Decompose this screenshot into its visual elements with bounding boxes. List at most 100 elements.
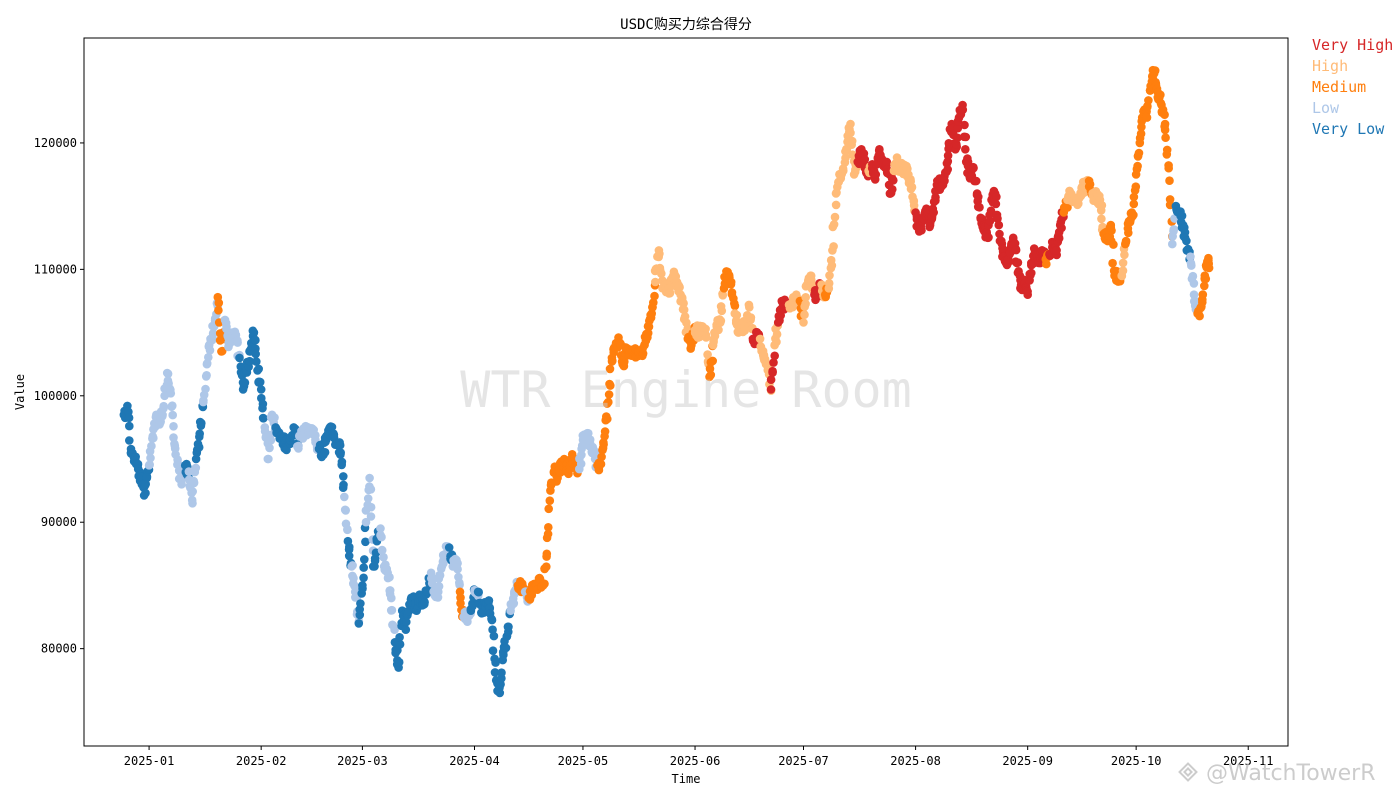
x-tick-label-2025-08: 2025-08 (890, 754, 941, 768)
data-point-marker (1142, 113, 1152, 122)
data-point-marker (841, 153, 850, 163)
data-point-marker (141, 488, 150, 498)
data-point-marker (251, 357, 261, 366)
data-point-marker (991, 199, 1001, 209)
data-point-marker (235, 353, 244, 363)
data-point-2025-07-14 (846, 119, 859, 166)
data-point-marker (860, 155, 870, 164)
data-point-marker (468, 601, 477, 611)
data-point-marker (146, 453, 155, 463)
data-point-marker (487, 614, 496, 624)
watermark-text: WTR Engine Room (460, 361, 912, 419)
x-tick-label-2025-04: 2025-04 (449, 754, 500, 768)
data-point-2025-01-30 (249, 328, 261, 366)
data-point-marker (1204, 253, 1213, 263)
data-point-marker (455, 578, 464, 587)
data-point-2025-07-03 (806, 271, 819, 294)
data-point-marker (1201, 274, 1211, 284)
data-point-marker (356, 599, 365, 608)
data-point-marker (341, 506, 351, 515)
data-point-2025-09-09 (1052, 227, 1064, 255)
data-point-2025-06-23 (770, 321, 782, 350)
credit-text: @WatchTowerR (1206, 761, 1376, 786)
data-point-2025-03-08 (383, 568, 395, 599)
data-point-marker (233, 336, 242, 345)
data-point-marker (1134, 148, 1144, 158)
data-point-marker (907, 182, 917, 192)
data-point-marker (194, 443, 204, 452)
data-point-2025-10-02 (1135, 113, 1147, 148)
data-point-marker (1150, 66, 1160, 75)
data-point-2025-07-09 (828, 200, 841, 255)
data-point-marker (1011, 245, 1021, 255)
data-point-marker (620, 357, 629, 367)
data-point-marker (605, 379, 614, 389)
data-point-marker (1133, 161, 1142, 171)
data-point-marker (249, 328, 259, 337)
data-point-marker (1161, 133, 1170, 142)
data-point-marker (1097, 201, 1107, 210)
data-point-marker (1107, 226, 1116, 235)
data-point-marker (251, 349, 260, 359)
data-point-marker (189, 476, 198, 486)
data-point-marker (145, 460, 154, 470)
data-point-marker (359, 563, 369, 572)
data-point-marker (488, 625, 497, 634)
data-point-marker (943, 151, 953, 160)
data-point-marker (402, 617, 411, 627)
data-point-marker (434, 582, 444, 591)
data-point-marker (871, 170, 881, 179)
data-point-marker (953, 133, 962, 143)
data-point-marker (497, 668, 506, 677)
data-point-2025-03-06 (376, 524, 388, 562)
data-point-marker (1097, 214, 1106, 224)
data-point-marker (387, 605, 397, 615)
data-point-marker (801, 293, 810, 302)
data-point-2025-06-16 (745, 303, 757, 334)
data-point-marker (258, 403, 267, 413)
data-point-marker (377, 546, 387, 555)
data-point-marker (366, 485, 376, 494)
data-point-2025-01-16 (199, 371, 211, 407)
y-tick-label-110000: 110000 (34, 262, 77, 276)
data-point-marker (544, 523, 553, 532)
data-point-marker (772, 337, 781, 347)
data-point-marker (245, 356, 254, 366)
data-point-marker (365, 473, 374, 483)
data-point-2025-01-04 (155, 407, 167, 427)
data-point-marker (401, 625, 411, 634)
data-point-2025-04-06 (488, 625, 500, 677)
data-point-marker (320, 448, 330, 457)
legend-item-high: High (1312, 57, 1348, 75)
data-point-marker (985, 216, 995, 226)
data-point-marker (1164, 163, 1173, 173)
data-point-marker (390, 625, 399, 634)
data-point-2025-02-26 (347, 561, 359, 591)
legend: Very High High Medium Low Very Low (1312, 36, 1393, 138)
data-point-2025-10-21 (1203, 253, 1214, 273)
data-point-marker (453, 559, 462, 568)
data-point-marker (188, 487, 197, 496)
y-tick-label-120000: 120000 (34, 136, 77, 150)
data-point-marker (1129, 192, 1139, 202)
data-point-marker (376, 524, 385, 533)
x-tick-label-2025-02: 2025-02 (236, 754, 287, 768)
data-point-marker (1109, 240, 1118, 249)
data-point-marker (354, 619, 364, 628)
data-point-2025-10-04 (1142, 86, 1155, 122)
data-point-marker (1013, 258, 1023, 267)
data-point-marker (1189, 290, 1199, 300)
data-point-marker (197, 418, 206, 428)
data-point-marker (343, 525, 352, 535)
data-point-2025-04-20 (538, 552, 551, 590)
data-point-marker (361, 537, 370, 547)
data-point-marker (961, 132, 971, 142)
y-tick-label-100000: 100000 (34, 389, 77, 403)
data-point-2025-01-07 (166, 389, 178, 442)
data-point-marker (366, 512, 376, 521)
data-point-2025-01-17 (202, 340, 215, 369)
data-point-marker (204, 353, 213, 362)
data-point-marker (251, 335, 260, 345)
data-point-marker (542, 549, 552, 559)
